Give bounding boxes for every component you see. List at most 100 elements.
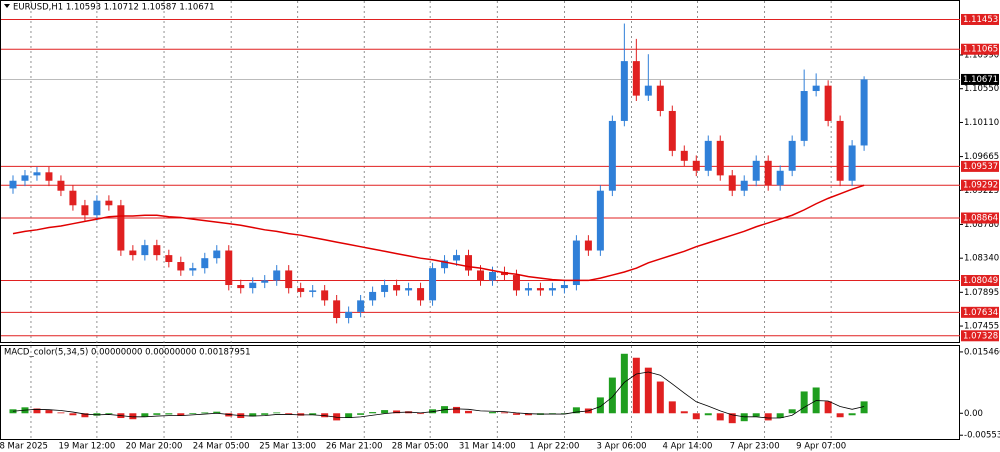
candle-body [848, 145, 856, 181]
moving-average [12, 184, 865, 282]
x-tick-label: 3 Apr 06:00 [597, 442, 647, 452]
current-price-label: 1.10671 [963, 75, 998, 85]
candle-body [321, 290, 329, 301]
level-label-bg [961, 275, 999, 287]
x-tick-label: 20 Mar 20:00 [126, 442, 183, 452]
candle-body [441, 260, 449, 269]
level-label-bg [961, 43, 999, 55]
candle-body [189, 268, 197, 271]
candle-body [536, 288, 544, 291]
level-label-bg [961, 330, 999, 342]
y-tick-label: 0.00 [964, 409, 983, 419]
candle-body [309, 290, 317, 292]
candle-body [225, 250, 233, 286]
candle-body [752, 160, 760, 181]
macd-bar [369, 412, 377, 414]
candle-body [453, 255, 461, 261]
macd-bar [656, 381, 664, 414]
x-tick-label: 28 Mar 05:00 [392, 442, 449, 452]
macd-bar [836, 413, 844, 418]
candle-body [45, 172, 53, 181]
level-label: 1.09292 [963, 181, 998, 191]
level-label: 1.11453 [963, 15, 998, 25]
candle-body [668, 110, 676, 151]
main-frame [0, 0, 960, 343]
candle-body [417, 288, 425, 301]
candle-body [824, 85, 832, 121]
macd-bar [9, 409, 17, 414]
candle-body [405, 288, 413, 291]
macd-bar [776, 413, 784, 419]
candle-body [488, 271, 496, 281]
macd-bar [285, 413, 293, 415]
macd-bar [69, 413, 77, 416]
macd-bar [716, 413, 724, 421]
candle-body [81, 205, 89, 216]
macd-bar [273, 412, 281, 414]
candle-body [620, 61, 628, 121]
candle-body [57, 180, 65, 191]
level-label: 1.08049 [963, 276, 998, 286]
candle-body [237, 285, 245, 289]
macd-bar [153, 413, 161, 415]
candle-body [381, 285, 389, 292]
x-tick-label: 9 Apr 07:00 [796, 442, 846, 452]
candle-body [524, 288, 532, 291]
signal-line [12, 371, 865, 419]
candle-body [393, 285, 401, 291]
macd-bar [788, 409, 796, 414]
macd-bar [488, 412, 496, 414]
macd-bar [417, 413, 425, 415]
macd-bar [500, 412, 508, 414]
y-tick-label: 0.0154669 [964, 347, 1000, 357]
candle-body [21, 175, 29, 181]
level-label-bg [961, 160, 999, 172]
macd-bar [752, 413, 760, 417]
macd-bar [644, 367, 652, 414]
x-tick-label: 1 Apr 22:00 [529, 442, 579, 452]
candle-body [584, 240, 592, 251]
candle-body [345, 311, 353, 318]
level-label: 1.08864 [963, 214, 998, 224]
candle-body [285, 270, 293, 289]
x-tick-label: 18 Mar 2025 [0, 442, 48, 452]
candle-body [776, 170, 784, 186]
candle-body [608, 120, 616, 191]
macd-bar [33, 408, 41, 414]
macd-bar [860, 401, 868, 414]
y-tick-label: 1.09225 [964, 186, 999, 196]
macd-bar [81, 413, 89, 418]
macd-bar [189, 413, 197, 415]
level-label: 1.07328 [963, 331, 998, 341]
candle-body [261, 280, 269, 283]
y-tick-label: 1.10110 [964, 118, 999, 128]
macd-bar [704, 413, 712, 416]
macd-bar [57, 412, 65, 414]
y-tick-label: 1.10990 [964, 50, 999, 60]
macd-bar [357, 413, 365, 415]
candle-body [680, 150, 688, 161]
y-tick-label: 1.10550 [964, 84, 999, 94]
macd-bar [201, 412, 209, 414]
macd-bar [596, 397, 604, 414]
macd-bar [165, 413, 173, 415]
macd-bar [632, 357, 640, 414]
macd-bar [728, 413, 736, 424]
candle-body [129, 250, 137, 256]
macd-bar [512, 413, 520, 415]
macd-bar [129, 413, 137, 420]
macd-bar [620, 353, 628, 414]
menu-arrow[interactable] [4, 4, 10, 8]
macd-bar [393, 410, 401, 414]
macd-bar [800, 391, 808, 414]
macd-bar [213, 411, 221, 414]
candle-body [572, 240, 580, 286]
candle-body [249, 282, 257, 289]
candle-body [860, 79, 868, 146]
candle-body [500, 271, 508, 276]
macd-title: MACD_color(5,34,5) 0.00000000 0.00000000… [4, 348, 251, 358]
x-tick-label: 26 Mar 21:00 [326, 442, 383, 452]
macd-bar [680, 411, 688, 414]
y-tick-label: 1.07895 [964, 288, 999, 298]
candle-body [465, 255, 473, 271]
